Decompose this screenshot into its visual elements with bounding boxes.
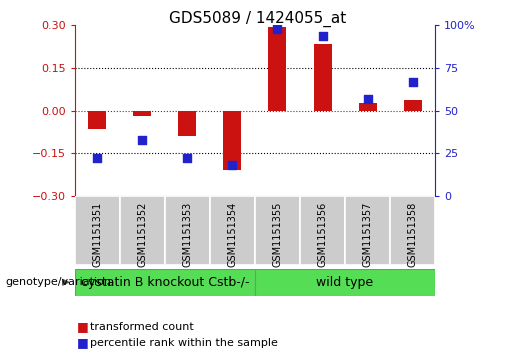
Point: [318, 33, 327, 38]
Text: GSM1151351: GSM1151351: [92, 201, 102, 267]
Bar: [300, 196, 345, 265]
Text: GSM1151352: GSM1151352: [138, 201, 147, 267]
Bar: [314, 44, 332, 111]
Text: GSM1151357: GSM1151357: [363, 201, 372, 267]
Text: GSM1151358: GSM1151358: [408, 201, 418, 267]
Point: [273, 26, 282, 32]
Bar: [178, 111, 196, 136]
Bar: [210, 196, 255, 265]
Bar: [404, 100, 422, 111]
Bar: [224, 111, 242, 170]
Bar: [88, 111, 106, 129]
Bar: [268, 27, 286, 111]
Point: [228, 162, 236, 168]
Bar: [133, 111, 151, 116]
Text: GSM1151353: GSM1151353: [182, 201, 192, 267]
Bar: [390, 196, 435, 265]
Text: ■: ■: [77, 320, 89, 333]
Text: transformed count: transformed count: [90, 322, 194, 332]
Bar: [75, 196, 119, 265]
Text: GSM1151356: GSM1151356: [318, 201, 328, 267]
Point: [364, 96, 372, 102]
Text: GSM1151354: GSM1151354: [228, 201, 237, 267]
Point: [183, 156, 192, 162]
Bar: [119, 196, 165, 265]
Text: wild type: wild type: [317, 276, 373, 289]
Point: [93, 156, 101, 162]
Bar: [165, 196, 210, 265]
Bar: [255, 196, 300, 265]
Bar: [345, 196, 390, 265]
Bar: [358, 103, 376, 111]
Text: ■: ■: [77, 337, 89, 350]
Bar: [75, 269, 255, 296]
Text: GSM1151355: GSM1151355: [272, 201, 282, 267]
Text: GDS5089 / 1424055_at: GDS5089 / 1424055_at: [169, 11, 346, 27]
Text: cystatin B knockout Cstb-/-: cystatin B knockout Cstb-/-: [80, 276, 249, 289]
Text: percentile rank within the sample: percentile rank within the sample: [90, 338, 278, 348]
Text: genotype/variation: genotype/variation: [5, 277, 111, 287]
Point: [138, 137, 146, 143]
Point: [408, 79, 417, 85]
Bar: [255, 269, 435, 296]
